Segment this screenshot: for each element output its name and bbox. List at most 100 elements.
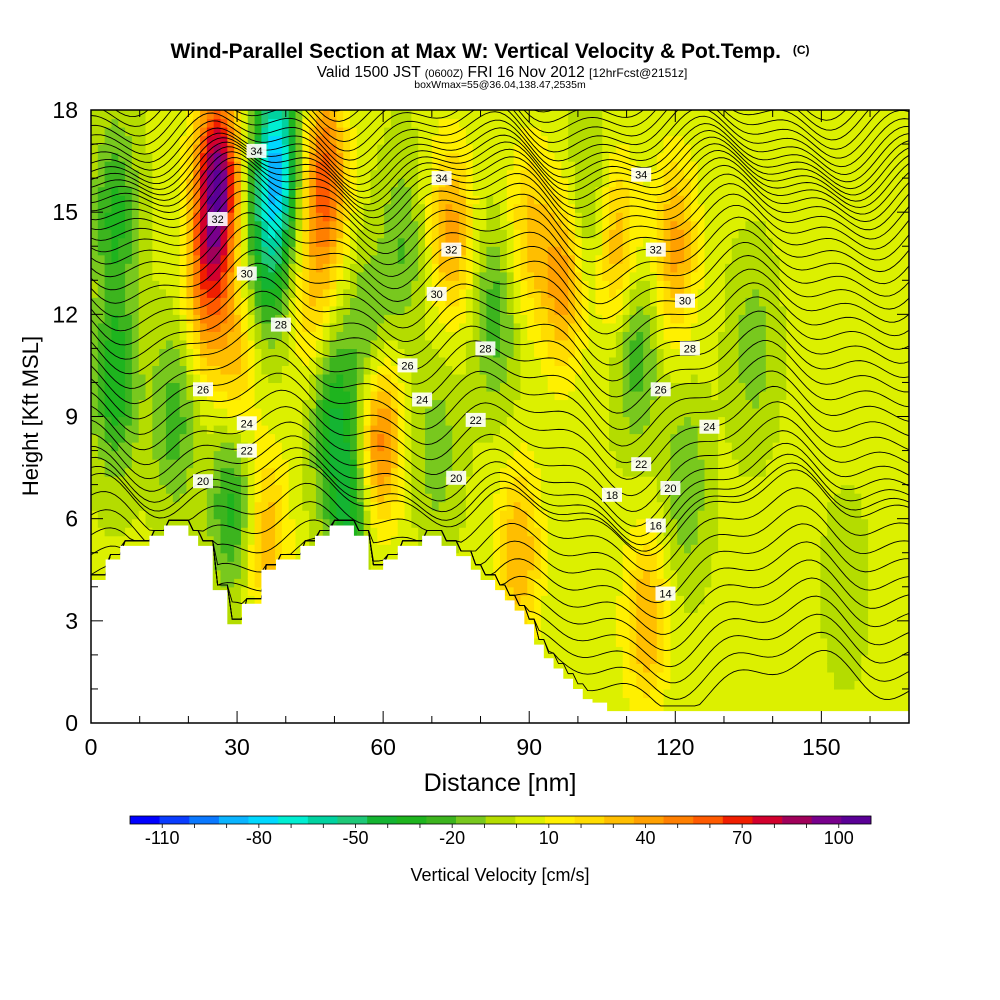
- velocity-cell: [302, 510, 310, 520]
- velocity-cell: [431, 527, 440, 537]
- velocity-cell: [363, 263, 372, 273]
- velocity-cell: [288, 467, 297, 477]
- velocity-cell: [288, 425, 297, 435]
- velocity-cell: [520, 152, 528, 162]
- velocity-cell: [452, 263, 460, 273]
- velocity-cell: [152, 476, 160, 486]
- velocity-cell: [206, 237, 215, 247]
- velocity-cell: [527, 297, 535, 307]
- velocity-cell: [384, 365, 392, 375]
- velocity-cell: [206, 484, 215, 494]
- velocity-cell: [97, 442, 106, 452]
- velocity-cell: [459, 254, 467, 264]
- velocity-cell: [554, 152, 562, 162]
- velocity-cell: [404, 305, 412, 315]
- velocity-cell: [172, 501, 181, 511]
- velocity-cell: [445, 390, 453, 401]
- velocity-cell: [315, 169, 324, 179]
- velocity-cell: [240, 544, 249, 554]
- velocity-cell: [281, 178, 290, 188]
- velocity-cell: [125, 399, 133, 409]
- velocity-cell: [206, 314, 215, 324]
- velocity-cell: [275, 203, 283, 213]
- velocity-cell: [104, 237, 113, 247]
- velocity-cell: [500, 552, 508, 562]
- velocity-cell: [425, 348, 433, 358]
- velocity-cell: [152, 254, 160, 264]
- velocity-cell: [268, 271, 276, 281]
- velocity-cell: [118, 348, 126, 358]
- velocity-cell: [390, 425, 399, 435]
- velocity-cell: [554, 382, 562, 392]
- velocity-cell: [554, 161, 562, 171]
- velocity-cell: [315, 339, 324, 349]
- velocity-cell: [534, 365, 542, 375]
- velocity-cell: [104, 501, 113, 511]
- velocity-cell: [131, 510, 140, 520]
- velocity-cell: [329, 254, 337, 264]
- velocity-cell: [118, 331, 126, 341]
- velocity-cell: [125, 476, 133, 486]
- velocity-cell: [350, 127, 358, 137]
- velocity-cell: [288, 552, 297, 562]
- velocity-cell: [145, 382, 153, 392]
- velocity-cell: [288, 110, 297, 120]
- velocity-cell: [472, 390, 481, 401]
- velocity-cell: [125, 416, 133, 426]
- velocity-cell: [91, 118, 99, 128]
- velocity-cell: [145, 280, 153, 290]
- velocity-cell: [91, 186, 99, 196]
- velocity-cell: [336, 450, 344, 460]
- velocity-cell: [418, 263, 426, 273]
- velocity-cell: [397, 442, 406, 452]
- velocity-cell: [431, 135, 440, 145]
- velocity-cell: [275, 544, 283, 554]
- velocity-cell: [118, 212, 126, 222]
- velocity-cell: [268, 144, 276, 154]
- velocity-cell: [377, 263, 385, 273]
- velocity-cell: [200, 322, 208, 332]
- velocity-cell: [227, 459, 235, 469]
- velocity-cell: [200, 229, 208, 239]
- velocity-cell: [118, 484, 126, 494]
- velocity-cell: [295, 127, 303, 137]
- velocity-cell: [370, 135, 378, 145]
- velocity-cell: [172, 186, 181, 196]
- velocity-cell: [152, 501, 160, 511]
- velocity-cell: [527, 263, 535, 273]
- velocity-cell: [138, 297, 147, 307]
- velocity-cell: [240, 390, 249, 401]
- velocity-cell: [91, 501, 99, 511]
- velocity-cell: [227, 348, 235, 358]
- velocity-cell: [431, 161, 440, 171]
- velocity-cell: [254, 314, 263, 324]
- velocity-cell: [179, 407, 188, 418]
- velocity-cell: [377, 382, 385, 392]
- velocity-cell: [234, 493, 242, 503]
- velocity-cell: [390, 186, 399, 196]
- velocity-cell: [384, 407, 392, 418]
- velocity-cell: [322, 127, 331, 137]
- velocity-cell: [234, 407, 242, 418]
- velocity-cell: [377, 178, 385, 188]
- velocity-cell: [152, 382, 160, 392]
- velocity-cell: [438, 382, 447, 392]
- velocity-cell: [459, 212, 467, 222]
- velocity-cell: [281, 407, 290, 418]
- velocity-cell: [206, 518, 215, 528]
- velocity-cell: [240, 152, 249, 162]
- velocity-cell: [111, 246, 119, 256]
- velocity-cell: [438, 135, 447, 145]
- velocity-cell: [172, 161, 181, 171]
- velocity-cell: [125, 263, 133, 273]
- velocity-cell: [547, 646, 556, 656]
- velocity-cell: [384, 544, 392, 554]
- velocity-cell: [111, 169, 119, 179]
- velocity-cell: [486, 144, 494, 154]
- velocity-cell: [479, 467, 487, 477]
- velocity-cell: [425, 416, 433, 426]
- velocity-cell: [459, 305, 467, 315]
- velocity-cell: [213, 518, 222, 528]
- velocity-cell: [97, 552, 106, 562]
- velocity-cell: [486, 195, 494, 205]
